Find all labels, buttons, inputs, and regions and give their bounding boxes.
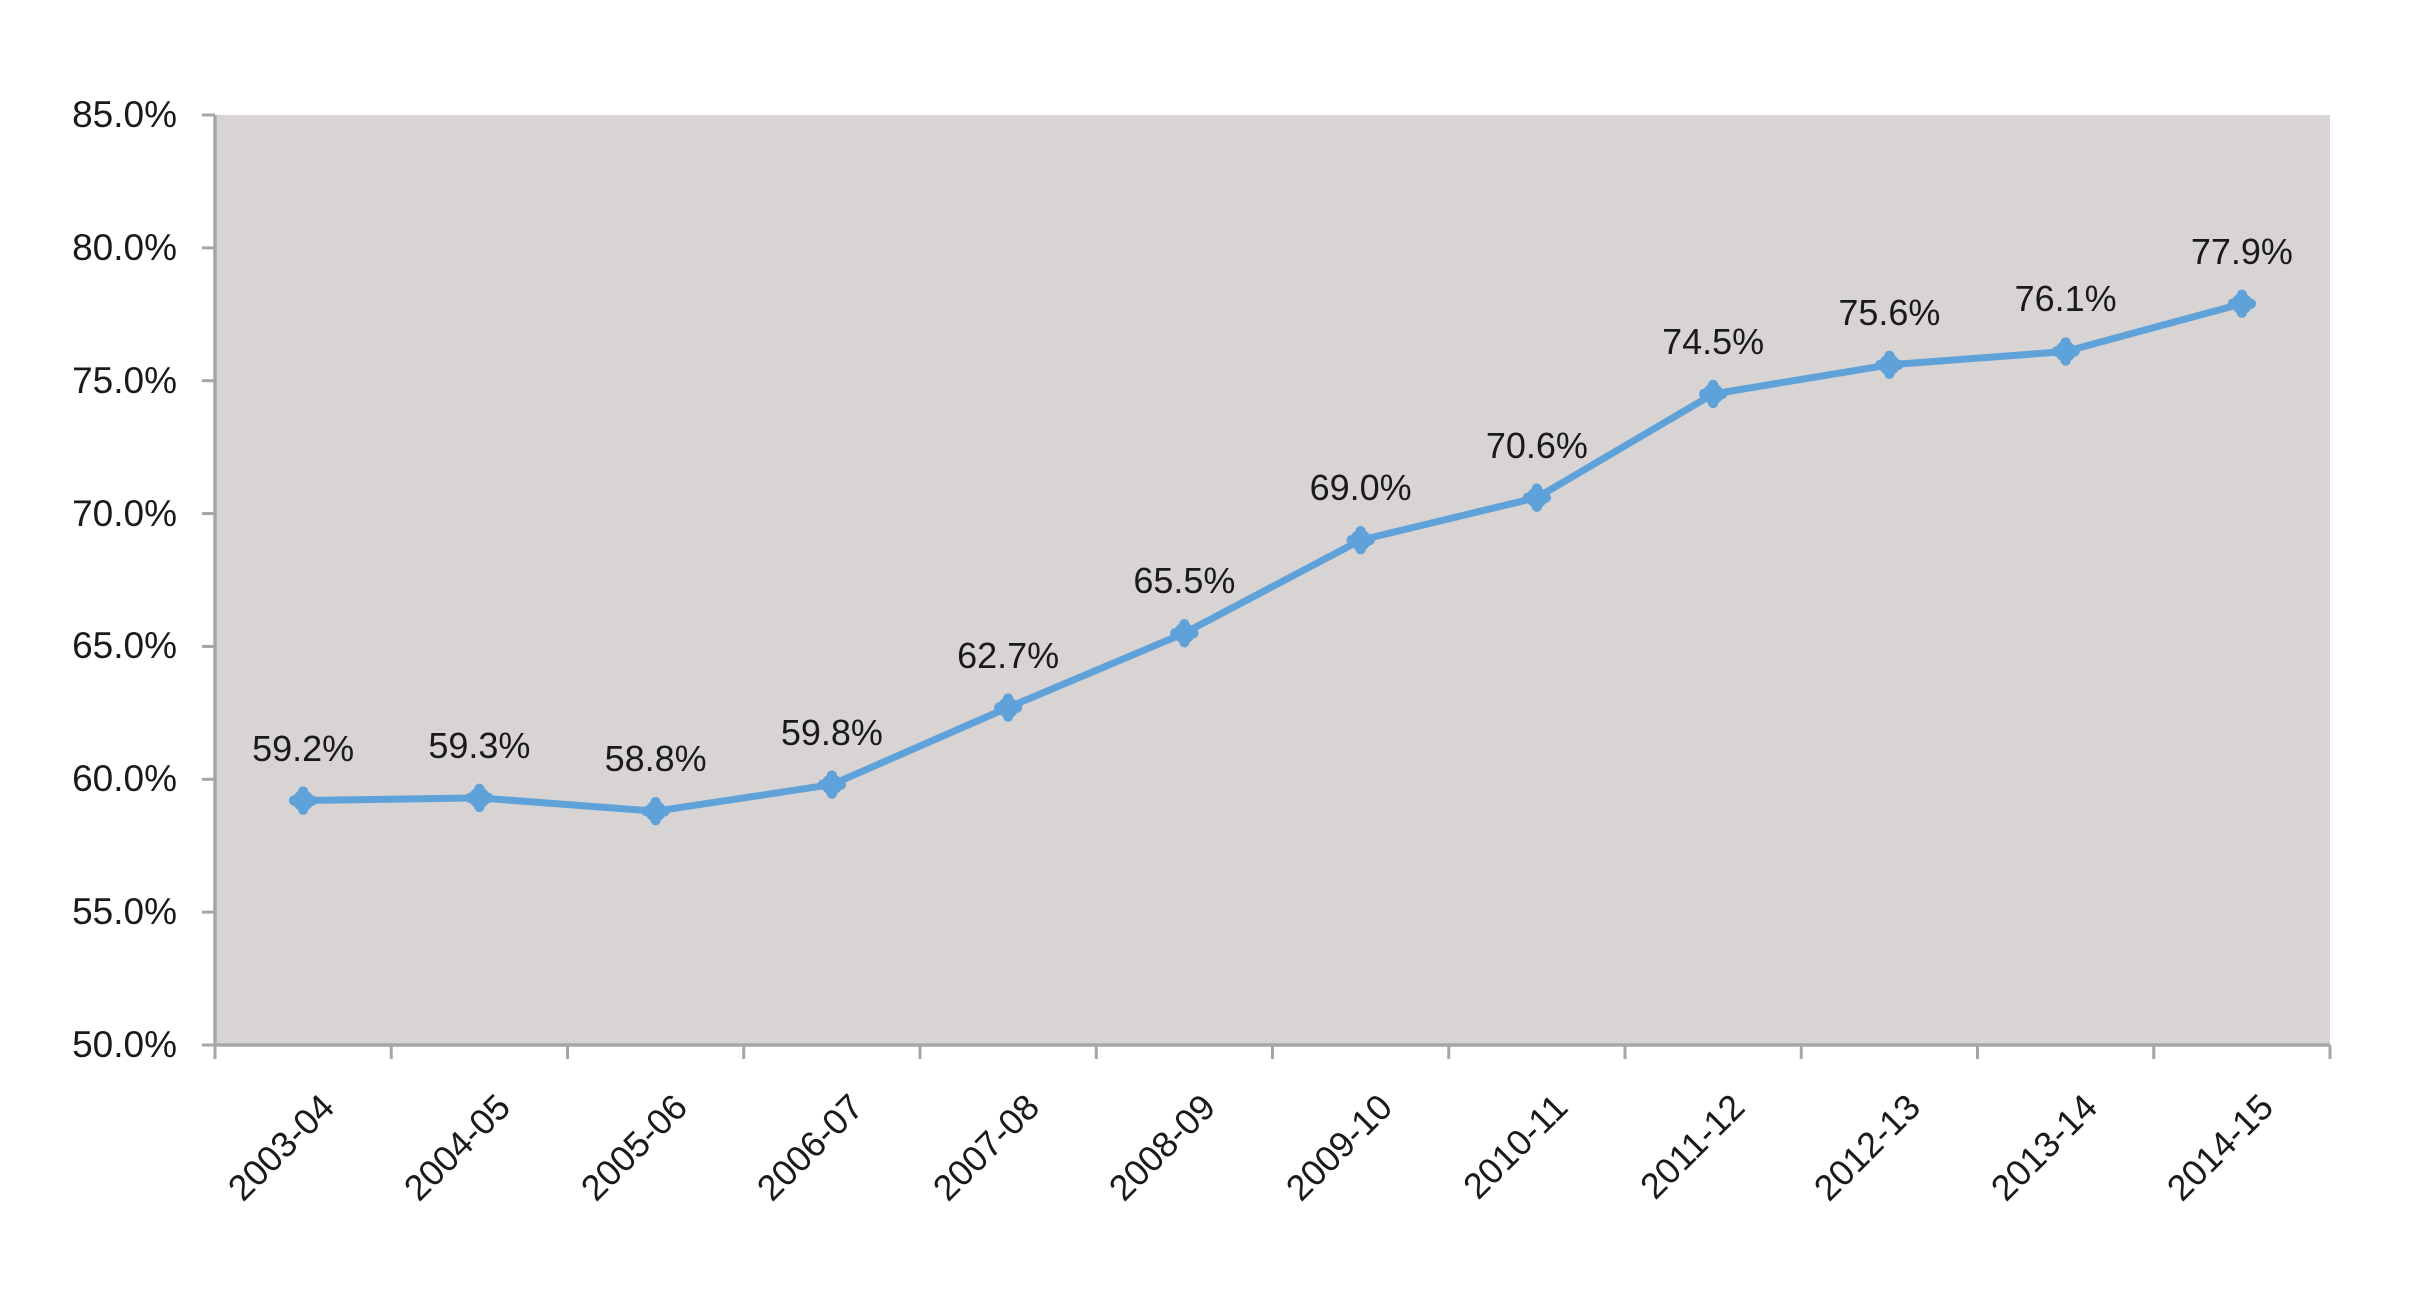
data-point-marker: [1698, 379, 1728, 409]
marker-lobe: [826, 770, 838, 781]
data-point-marker: [641, 796, 670, 826]
marker-lobe: [2227, 298, 2239, 309]
data-point-marker: [993, 693, 1023, 722]
marker-lobe: [2069, 346, 2080, 357]
marker-lobe: [1531, 501, 1543, 512]
marker-lobe: [1698, 388, 1710, 400]
marker-core: [468, 787, 490, 809]
marker-lobe: [2236, 289, 2248, 300]
marker-core: [997, 697, 1019, 719]
marker-lobe: [817, 779, 829, 790]
data-point-marker: [817, 770, 847, 799]
marker-lobe: [650, 796, 661, 808]
marker-lobe: [2236, 307, 2248, 318]
marker-core: [2231, 293, 2253, 315]
marker-lobe: [1170, 627, 1181, 639]
marker-lobe: [1002, 693, 1014, 704]
marker-core: [1702, 383, 1724, 405]
marker-core: [821, 774, 843, 796]
marker-lobe: [2060, 337, 2071, 348]
data-point-marker: [465, 783, 494, 813]
marker-lobe: [1540, 492, 1552, 503]
series-line: [299, 300, 2246, 815]
marker-lobe: [2060, 355, 2071, 366]
marker-core: [1173, 622, 1195, 644]
marker-lobe: [474, 801, 485, 813]
data-point-marker: [2227, 289, 2257, 318]
marker-lobe: [2245, 298, 2257, 309]
marker-lobe: [1364, 534, 1375, 546]
marker-lobe: [1179, 618, 1190, 630]
marker-lobe: [1355, 525, 1366, 537]
marker-lobe: [826, 788, 838, 799]
data-point-marker: [1346, 525, 1375, 555]
marker-core: [1878, 354, 1900, 376]
marker-lobe: [2051, 346, 2062, 357]
marker-lobe: [297, 786, 309, 797]
marker-lobe: [1355, 543, 1366, 555]
marker-lobe: [650, 814, 661, 826]
marker-lobe: [1893, 359, 1904, 370]
data-point-marker: [1522, 483, 1552, 512]
data-point-marker: [1170, 618, 1199, 648]
marker-core: [292, 790, 314, 812]
marker-lobe: [1346, 534, 1357, 546]
marker-lobe: [1884, 368, 1895, 379]
marker-lobe: [1531, 483, 1543, 494]
marker-lobe: [1884, 350, 1895, 361]
marker-lobe: [659, 805, 670, 817]
marker-lobe: [835, 779, 847, 790]
marker-core: [2055, 340, 2077, 362]
marker-lobe: [1002, 711, 1014, 722]
marker-lobe: [483, 792, 494, 804]
marker-lobe: [993, 702, 1005, 713]
marker-core: [1350, 529, 1372, 551]
marker-core: [645, 800, 667, 822]
marker-lobe: [1707, 379, 1719, 391]
marker-lobe: [306, 795, 318, 806]
plot-area-background: [215, 115, 2330, 1045]
marker-lobe: [1875, 359, 1886, 370]
marker-lobe: [1179, 636, 1190, 648]
marker-lobe: [1522, 492, 1534, 503]
marker-lobe: [1188, 627, 1199, 639]
marker-lobe: [474, 783, 485, 795]
marker-core: [1526, 487, 1548, 509]
marker-lobe: [1707, 397, 1719, 409]
marker-lobe: [1011, 702, 1023, 713]
data-point-marker: [1875, 350, 1904, 379]
marker-lobe: [465, 792, 476, 804]
data-point-marker: [288, 786, 318, 815]
marker-lobe: [1716, 388, 1728, 400]
marker-lobe: [288, 795, 300, 806]
data-point-marker: [2051, 337, 2080, 366]
marker-lobe: [641, 805, 652, 817]
marker-lobe: [297, 804, 309, 815]
